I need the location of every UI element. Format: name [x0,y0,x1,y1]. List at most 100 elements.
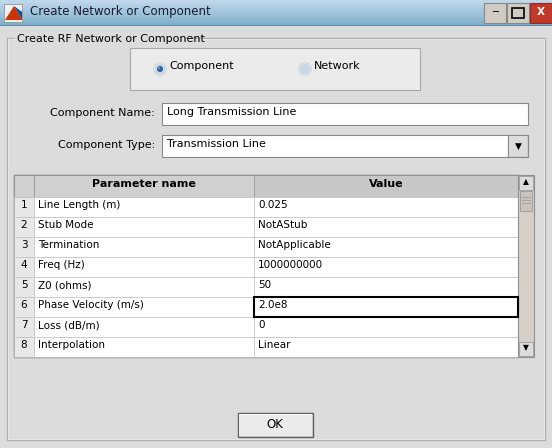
Bar [507,3,529,23]
Bar [0,7,552,9]
Ellipse shape [300,64,310,74]
Bar [254,317,518,337]
Bar [4,4,22,22]
Bar [0,25,552,26]
Bar [14,257,34,277]
Text: Freq (Hz): Freq (Hz) [38,260,85,270]
Bar [238,413,313,437]
Bar [0,25,552,26]
Text: OK: OK [267,418,283,431]
Ellipse shape [158,67,160,69]
Text: 1: 1 [20,200,27,210]
Ellipse shape [153,63,167,76]
Bar [254,237,518,257]
Text: Phase Velocity (m/s): Phase Velocity (m/s) [38,300,144,310]
Bar [520,191,532,211]
Ellipse shape [155,64,166,74]
Bar [519,176,533,190]
Bar [0,16,552,17]
Text: 2.0e8: 2.0e8 [258,300,288,310]
Bar [14,175,34,197]
Bar [509,136,527,156]
Bar [8,39,544,439]
Bar [0,4,552,6]
Bar [0,14,552,16]
Text: Component Type:: Component Type: [58,140,155,150]
Bar [14,277,34,297]
Bar [14,217,34,237]
Bar [14,197,34,217]
Text: ▲: ▲ [523,177,529,186]
Text: Network: Network [314,61,360,71]
Bar [0,18,552,20]
Text: NotAStub: NotAStub [258,220,307,230]
Bar [34,297,254,317]
Text: Create RF Network or Component: Create RF Network or Component [17,34,205,44]
Text: 3: 3 [20,240,27,250]
Text: Value: Value [369,179,404,189]
Bar [0,13,552,15]
Bar [34,197,254,217]
Polygon shape [14,6,22,20]
Ellipse shape [157,66,163,72]
Bar [34,337,254,357]
Bar [484,3,506,23]
Text: Transmission Line: Transmission Line [167,139,266,149]
Bar [14,297,34,317]
Text: 2: 2 [20,220,27,230]
Bar [14,337,34,357]
Text: Z0 (ohms): Z0 (ohms) [38,280,92,290]
Ellipse shape [299,63,311,76]
Text: Long Transmission Line: Long Transmission Line [167,107,296,117]
Bar [530,3,552,23]
Bar [0,21,552,22]
Bar [0,20,552,22]
Bar [0,1,552,3]
Bar [0,12,552,13]
Bar [239,414,312,415]
Bar [254,297,518,317]
Bar [34,175,254,197]
Bar [254,175,518,197]
Text: Line Length (m): Line Length (m) [38,200,120,210]
Text: NotApplicable: NotApplicable [258,240,331,250]
Bar [254,217,518,237]
Bar [0,17,552,19]
Bar [0,8,552,9]
Bar [519,342,533,356]
Bar [0,22,552,24]
Text: X: X [537,7,545,17]
Bar [0,5,552,7]
Text: Termination: Termination [38,240,99,250]
Text: Linear: Linear [258,340,290,350]
Bar [162,135,508,157]
Text: 6: 6 [20,300,27,310]
Bar [14,317,34,337]
Bar [254,257,518,277]
Bar [0,0,552,2]
Text: 7: 7 [20,320,27,330]
Text: 4: 4 [20,260,27,270]
Bar [0,23,552,25]
Bar [14,175,518,357]
Bar [7,38,545,440]
Bar [34,277,254,297]
Text: 0: 0 [258,320,264,330]
Text: Loss (dB/m): Loss (dB/m) [38,320,99,330]
Bar [0,9,552,11]
Bar [15,33,185,46]
Text: Component: Component [169,61,233,71]
Text: Component Name:: Component Name: [50,108,155,118]
Text: ▼: ▼ [514,142,522,151]
Bar [34,257,254,277]
Bar [34,237,254,257]
Bar [34,217,254,237]
Bar [0,3,552,4]
Text: Stub Mode: Stub Mode [38,220,93,230]
Text: 8: 8 [20,340,27,350]
Bar [34,317,254,337]
Bar [130,48,420,90]
Text: ─: ─ [492,7,498,17]
Bar [512,8,524,18]
Polygon shape [5,6,22,20]
